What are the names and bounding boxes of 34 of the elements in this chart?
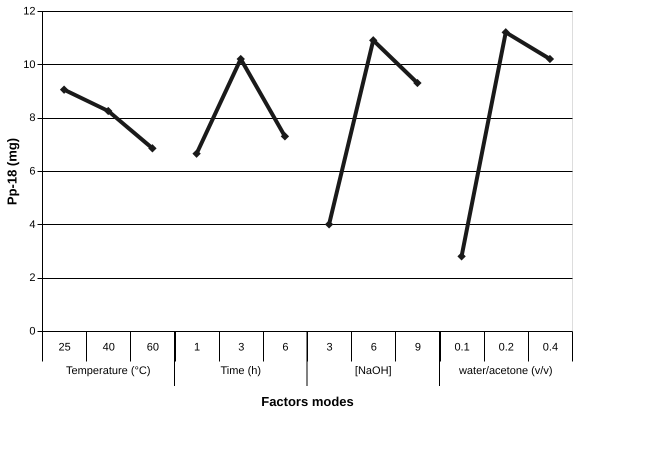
- y-tick-label: 10: [23, 58, 36, 71]
- y-tick-label: 0: [29, 326, 36, 338]
- x-tick-label: 6: [370, 342, 377, 354]
- x-tick-label: 0.4: [542, 342, 558, 354]
- y-tick-label: 12: [23, 6, 36, 18]
- x-tick-label: 60: [146, 342, 160, 354]
- x-tick-label: 40: [102, 342, 115, 354]
- x-tick-label: 3: [238, 342, 244, 354]
- point: [60, 85, 68, 94]
- x-tick-label: 1: [194, 342, 200, 354]
- x-tick-label: 0.1: [454, 342, 470, 354]
- text: Time (h): [220, 365, 262, 377]
- point: [413, 78, 422, 88]
- point: [192, 149, 201, 158]
- text: water/acetone (v/v): [458, 365, 553, 377]
- x-tick-label: 3: [326, 342, 333, 354]
- y-axis-title: Pp-18 (mg): [4, 138, 20, 206]
- point: [104, 106, 112, 116]
- text: Temperature (°C): [66, 365, 150, 377]
- y-tick-label: 6: [29, 166, 36, 178]
- text: [NaOH]: [354, 365, 392, 377]
- y-tick-label: 2: [29, 272, 36, 284]
- x-axis-title: Factors modes: [261, 394, 354, 409]
- x-tick-label: 6: [282, 342, 288, 354]
- point: [546, 54, 554, 64]
- y-tick-label: 4: [29, 218, 36, 231]
- point: [148, 144, 157, 153]
- y-tick-label: 8: [29, 112, 36, 124]
- x-tick-label: 0.2: [498, 342, 514, 354]
- point: [280, 132, 290, 141]
- x-tick-label: 9: [414, 342, 421, 354]
- point: [457, 252, 466, 261]
- point: [324, 220, 334, 229]
- x-tick-label: 25: [58, 342, 71, 354]
